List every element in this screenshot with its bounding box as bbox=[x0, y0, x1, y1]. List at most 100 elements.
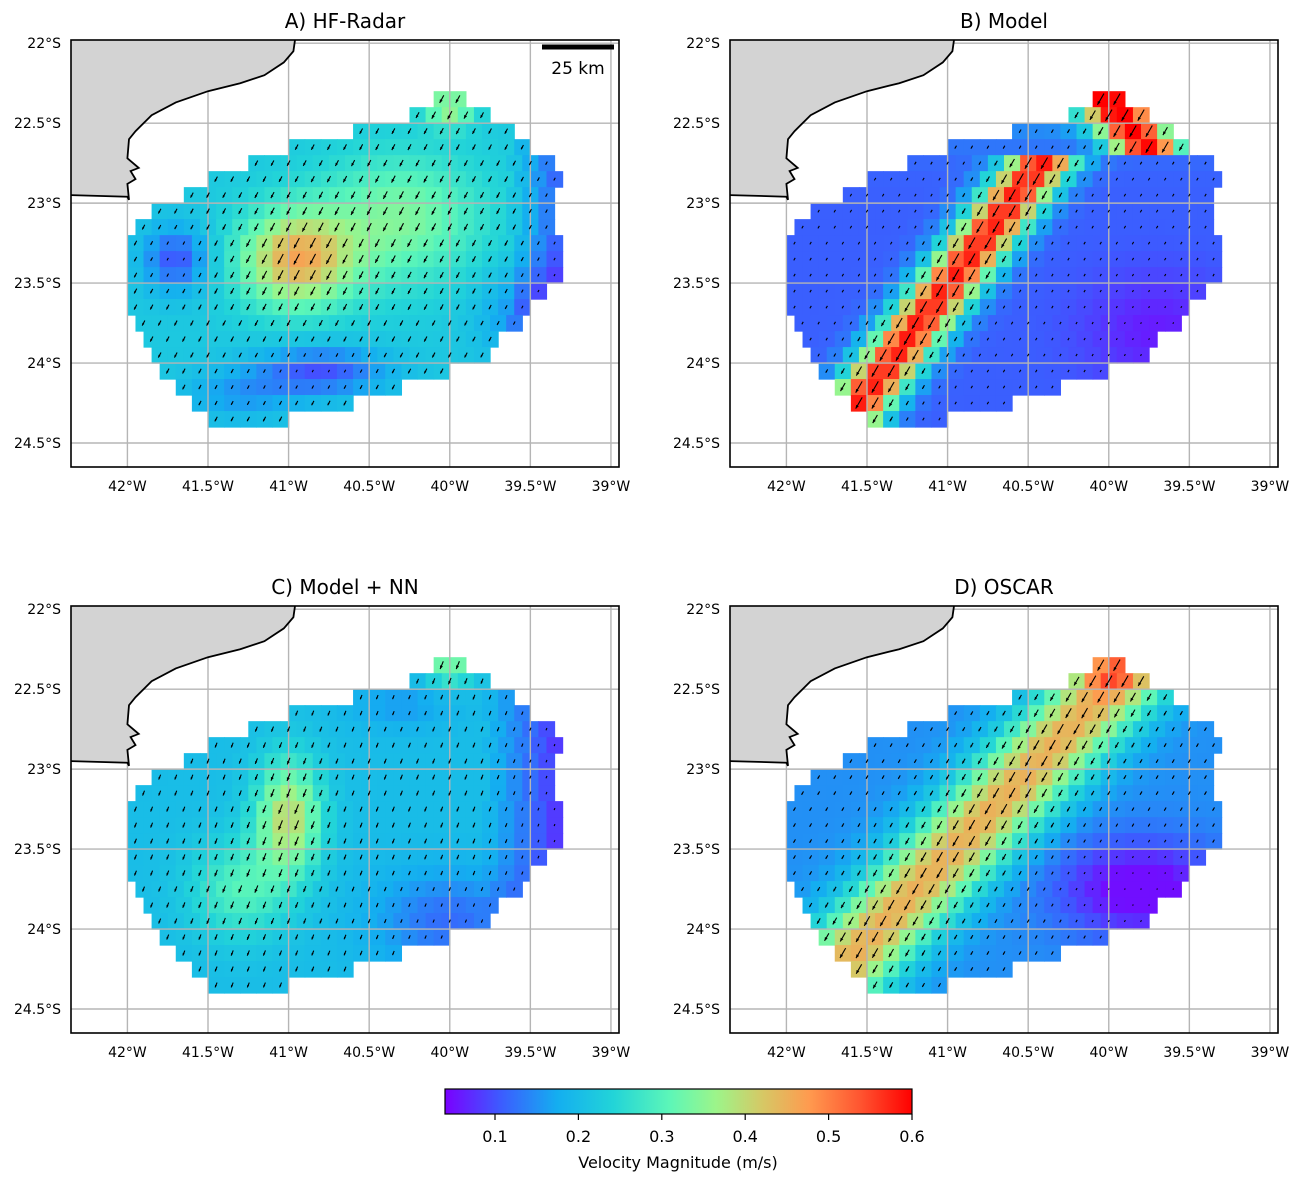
velocity-arrow bbox=[1051, 337, 1054, 341]
velocity-arrowhead bbox=[439, 99, 443, 104]
longitude-tick-label: 42°W bbox=[767, 479, 806, 495]
velocity-arrowhead bbox=[1001, 810, 1005, 815]
velocity-arrowhead bbox=[376, 904, 378, 908]
velocity-arrowhead bbox=[326, 244, 330, 248]
velocity-arrowhead bbox=[311, 840, 315, 845]
panel-b-velocity-arrows bbox=[793, 93, 1215, 424]
velocity-arrowhead bbox=[424, 840, 427, 844]
velocity-arrowhead bbox=[150, 808, 153, 812]
velocity-arrowhead bbox=[809, 840, 812, 843]
velocity-arrowhead bbox=[1089, 116, 1094, 120]
velocity-arrowhead bbox=[400, 776, 403, 780]
velocity-arrowhead bbox=[392, 904, 395, 907]
velocity-arrowhead bbox=[914, 162, 916, 165]
velocity-arrowhead bbox=[1188, 728, 1190, 731]
velocity-arrowhead bbox=[432, 920, 435, 923]
velocity-arrowhead bbox=[279, 178, 282, 182]
velocity-arrowhead bbox=[906, 258, 908, 261]
velocity-arrow bbox=[1115, 289, 1118, 293]
velocity-arrowhead bbox=[198, 840, 201, 844]
velocity-arrowhead bbox=[262, 873, 266, 877]
velocity-arrowhead bbox=[841, 370, 844, 374]
velocity-arrow bbox=[537, 823, 540, 827]
velocity-arrow bbox=[857, 241, 861, 245]
velocity-arrowhead bbox=[303, 920, 306, 924]
velocity-arrowhead bbox=[263, 968, 266, 972]
velocity-arrowhead bbox=[270, 322, 274, 326]
velocity-arrowhead bbox=[1042, 210, 1046, 214]
velocity-arrowhead bbox=[938, 952, 941, 956]
velocity-arrowhead bbox=[928, 890, 932, 894]
velocity-arrowhead bbox=[351, 792, 354, 796]
velocity-arrowhead bbox=[343, 306, 347, 311]
velocity-arrowhead bbox=[1019, 146, 1021, 149]
velocity-arrowhead bbox=[263, 402, 266, 405]
velocity-arrow bbox=[1180, 872, 1183, 875]
velocity-arrowhead bbox=[166, 904, 169, 908]
velocity-arrowhead bbox=[423, 274, 427, 279]
velocity-arrowhead bbox=[230, 840, 234, 845]
velocity-arrowhead bbox=[1139, 760, 1142, 764]
velocity-arrowhead bbox=[399, 162, 403, 167]
velocity-arrowhead bbox=[1074, 681, 1078, 686]
velocity-arrow bbox=[1123, 193, 1127, 197]
velocity-arrowhead bbox=[952, 858, 956, 863]
velocity-arrowhead bbox=[505, 713, 507, 716]
velocity-arrowhead bbox=[142, 792, 145, 796]
velocity-arrow bbox=[914, 225, 917, 229]
velocity-arrowhead bbox=[905, 290, 909, 295]
velocity-arrow bbox=[1107, 193, 1110, 197]
velocity-arrowhead bbox=[158, 322, 161, 326]
velocity-arrowhead bbox=[318, 211, 322, 215]
velocity-arrowhead bbox=[456, 665, 460, 670]
velocity-arrowhead bbox=[505, 290, 507, 294]
velocity-arrowhead bbox=[150, 904, 153, 908]
velocity-arrowhead bbox=[343, 856, 346, 860]
velocity-arrowhead bbox=[472, 258, 475, 262]
velocity-arrowhead bbox=[1089, 682, 1093, 687]
velocity-arrowhead bbox=[1041, 729, 1045, 734]
velocity-arrowhead bbox=[407, 258, 411, 263]
velocity-arrow bbox=[873, 241, 877, 245]
velocity-arrowhead bbox=[424, 936, 427, 939]
velocity-arrow bbox=[1091, 225, 1094, 229]
velocity-arrowhead bbox=[448, 728, 451, 732]
velocity-arrow bbox=[1140, 353, 1142, 357]
velocity-arrow bbox=[1140, 322, 1142, 325]
velocity-arrowhead bbox=[263, 936, 266, 940]
velocity-arrowhead bbox=[441, 936, 443, 939]
velocity-arrowhead bbox=[954, 370, 957, 373]
velocity-arrowhead bbox=[424, 744, 427, 748]
velocity-arrow bbox=[801, 321, 804, 325]
velocity-arrowhead bbox=[294, 825, 298, 830]
velocity-arrowhead bbox=[286, 210, 290, 215]
velocity-arrowhead bbox=[440, 370, 443, 374]
velocity-arrowhead bbox=[962, 210, 965, 214]
latitude-tick-label: 23.5°S bbox=[14, 276, 61, 292]
velocity-arrowhead bbox=[480, 728, 483, 732]
velocity-arrowhead bbox=[968, 244, 972, 249]
velocity-arrow bbox=[1051, 273, 1054, 277]
velocity-arrow bbox=[311, 369, 314, 373]
velocity-arrowhead bbox=[214, 290, 217, 294]
velocity-arrowhead bbox=[416, 114, 419, 119]
velocity-arrowhead bbox=[311, 904, 314, 908]
velocity-arrowhead bbox=[921, 952, 925, 956]
velocity-arrowhead bbox=[1138, 682, 1142, 686]
velocity-arrowhead bbox=[1162, 131, 1167, 136]
velocity-arrowhead bbox=[1018, 840, 1022, 845]
velocity-arrowhead bbox=[888, 906, 892, 911]
velocity-arrowhead bbox=[1002, 744, 1006, 749]
panel-a-frame bbox=[70, 39, 620, 468]
velocity-arrowhead bbox=[327, 402, 330, 406]
velocity-arrow bbox=[841, 273, 845, 277]
velocity-arrowhead bbox=[1097, 666, 1101, 671]
velocity-arrowhead bbox=[287, 354, 290, 357]
velocity-arrowhead bbox=[1016, 180, 1020, 185]
velocity-arrow bbox=[1163, 177, 1167, 181]
panel-a-tick-labels: 42°W 41.5°W 41°W 40.5°W 40°W 39.5°W 39°W22°S22… bbox=[14, 36, 630, 495]
velocity-arrowhead bbox=[375, 290, 379, 295]
velocity-arrowhead bbox=[952, 292, 956, 297]
velocity-arrowhead bbox=[489, 744, 491, 748]
velocity-arrowhead bbox=[287, 920, 290, 924]
